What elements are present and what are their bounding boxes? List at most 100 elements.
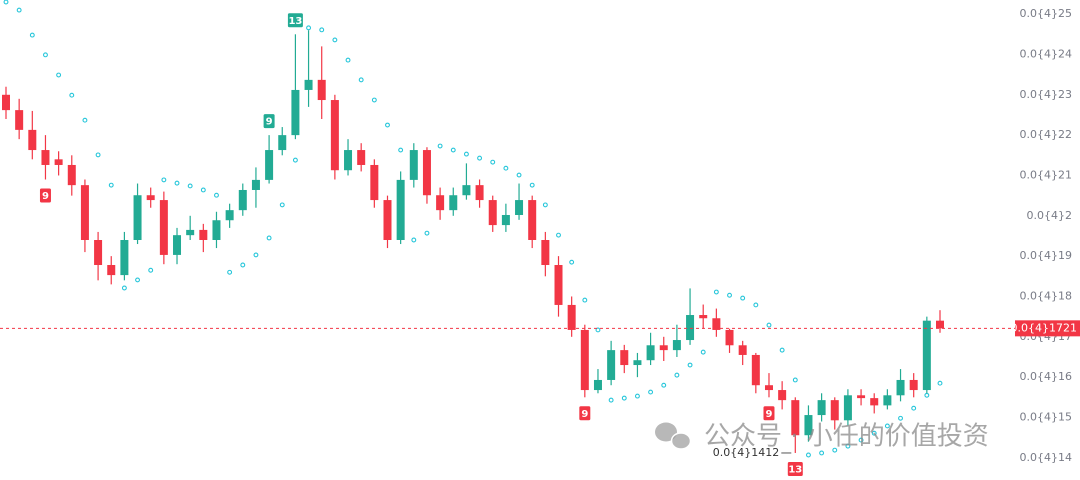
candle-body <box>686 315 695 341</box>
candle-body <box>817 400 826 416</box>
candle-body <box>120 240 129 276</box>
sar-dot <box>648 389 654 395</box>
y-tick-label: 0.0{4}15 <box>1020 410 1073 423</box>
candle-body <box>186 229 195 236</box>
y-tick-label: 0.0{4}18 <box>1020 289 1073 302</box>
candle-body <box>896 379 905 396</box>
sar-dot <box>674 372 680 378</box>
candle-body <box>620 350 629 366</box>
sar-dot <box>29 32 35 38</box>
marker-label: 9 <box>581 409 588 420</box>
sar-dot <box>450 147 456 153</box>
marker-box <box>579 406 591 421</box>
candle-body <box>830 400 839 421</box>
y-tick-label: 0.0{4}25 <box>1020 7 1073 20</box>
sar-dot <box>306 25 312 31</box>
candle-body <box>449 195 458 211</box>
watermark-text: 公众号 · 小任的价值投资 <box>704 422 989 452</box>
low-label: 0.0{4}1412 <box>713 446 779 459</box>
sar-dot <box>227 269 233 275</box>
candle-body <box>94 240 103 266</box>
sar-dot <box>477 155 483 161</box>
candle-body <box>41 150 50 165</box>
sar-dot <box>56 72 62 78</box>
sar-dot <box>463 151 469 157</box>
candle-body <box>857 395 866 399</box>
candle-body <box>317 79 326 101</box>
candle-body <box>409 150 418 180</box>
sar-dot <box>108 182 114 188</box>
sar-dot <box>95 152 101 158</box>
sar-dot <box>687 362 693 368</box>
sar-dot <box>187 183 193 189</box>
sar-dot <box>135 277 140 283</box>
marker-label: 9 <box>266 117 273 128</box>
candle-body <box>291 89 300 136</box>
sar-dot <box>292 157 298 163</box>
candle-body <box>475 185 484 201</box>
sar-dot <box>884 423 890 429</box>
sar-dot <box>661 382 667 388</box>
candle-body <box>501 214 510 226</box>
candle-body <box>278 135 287 151</box>
sar-dot <box>437 143 443 149</box>
marker-box <box>39 188 51 203</box>
candle-body <box>133 195 142 240</box>
sar-dot <box>727 292 732 298</box>
sar-dot <box>371 97 377 103</box>
candle-body <box>107 265 116 276</box>
sar-dot <box>121 285 127 291</box>
candle-body <box>554 265 563 305</box>
sar-dot <box>503 165 509 171</box>
sar-dot <box>43 52 48 58</box>
sar-dot <box>279 202 285 208</box>
candle-body <box>28 129 37 151</box>
sar-dot <box>358 77 364 83</box>
last-price-box <box>1015 320 1080 337</box>
candle-body <box>330 100 339 171</box>
candle-body <box>15 110 24 130</box>
sar-dot <box>792 377 798 383</box>
candle-body <box>462 185 471 196</box>
sar-dot <box>700 349 706 355</box>
candle-body <box>436 195 445 211</box>
candle-body <box>567 304 576 330</box>
candle-body <box>541 240 550 266</box>
sar-dot <box>779 347 785 353</box>
sar-dot <box>398 147 404 153</box>
marker-box <box>763 406 775 421</box>
candle-body <box>357 150 366 165</box>
sar-dot <box>937 380 943 386</box>
sar-dot <box>569 259 575 265</box>
sar-dot <box>266 235 272 241</box>
y-tick-label: 0.0{4}22 <box>1020 128 1073 141</box>
sar-dot <box>924 392 930 398</box>
candle-body <box>515 200 524 215</box>
sar-dot <box>766 322 772 328</box>
y-tick-label: 0.0{4}19 <box>1020 249 1073 262</box>
candle-body <box>738 345 747 355</box>
sar-dot <box>911 405 917 411</box>
candle-body <box>936 320 944 329</box>
last-price-label: 0.0{4}1721 <box>1011 321 1077 334</box>
marker-box <box>787 461 803 476</box>
candle-body <box>672 340 681 351</box>
sar-dot <box>713 289 719 295</box>
candle-body <box>383 200 392 240</box>
sar-dot <box>253 252 259 258</box>
sar-dot <box>174 180 180 186</box>
candle-body <box>659 345 668 351</box>
sar-dot <box>345 57 351 63</box>
candle-body <box>396 179 405 240</box>
sar-dot <box>621 395 627 401</box>
candle-body <box>883 395 892 406</box>
sar-dot <box>832 447 838 453</box>
sar-dot <box>556 232 561 238</box>
y-tick-label: 0.0{4}2 <box>1027 209 1073 222</box>
candle-body <box>251 179 260 190</box>
sar-dot <box>858 437 864 443</box>
candle-body <box>304 79 313 90</box>
sar-dot <box>898 415 903 421</box>
